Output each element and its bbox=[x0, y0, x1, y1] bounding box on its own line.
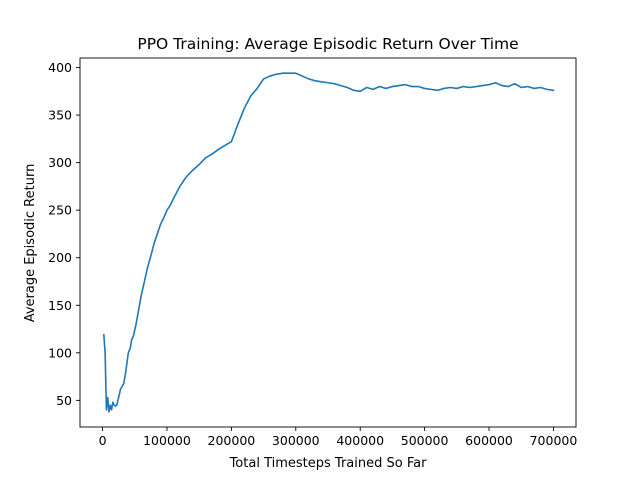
x-axis-label: Total Timesteps Trained So Far bbox=[229, 456, 427, 471]
y-tick-label: 50 bbox=[56, 393, 72, 408]
plot-area bbox=[79, 57, 577, 428]
y-tick-label: 250 bbox=[48, 203, 72, 218]
chart-title: PPO Training: Average Episodic Return Ov… bbox=[137, 35, 518, 53]
series-line-0 bbox=[102, 72, 555, 413]
y-axis-ticks: 50 100 150 200 250 300 350 400 bbox=[48, 60, 80, 408]
y-tick-label: 200 bbox=[48, 250, 72, 265]
x-axis-ticks: 0 100000 200000 300000 400000 500000 600000 700… bbox=[99, 427, 578, 448]
y-tick-label: 150 bbox=[48, 298, 72, 313]
x-tick-label: 500000 bbox=[401, 433, 449, 448]
y-axis-label: Average Episodic Return bbox=[23, 164, 38, 323]
y-tick-label: 100 bbox=[48, 345, 72, 360]
x-tick-label: 200000 bbox=[208, 433, 256, 448]
x-tick-label: 300000 bbox=[272, 433, 320, 448]
y-tick-label: 400 bbox=[48, 60, 72, 75]
x-tick-label: 600000 bbox=[465, 433, 513, 448]
y-tick-label: 350 bbox=[48, 108, 72, 123]
x-tick-label: 0 bbox=[99, 433, 107, 448]
x-tick-label: 100000 bbox=[143, 433, 191, 448]
y-tick-label: 300 bbox=[48, 155, 72, 170]
axes-frame bbox=[79, 57, 577, 428]
x-tick-label: 700000 bbox=[530, 433, 578, 448]
x-tick-label: 400000 bbox=[336, 433, 384, 448]
